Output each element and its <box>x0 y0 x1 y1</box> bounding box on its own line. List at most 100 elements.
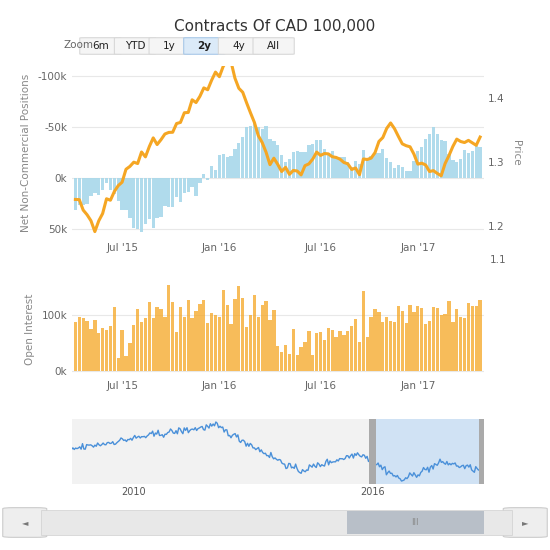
Bar <box>81 178 85 205</box>
Bar <box>311 145 315 178</box>
Bar <box>89 178 92 196</box>
Bar <box>179 307 182 371</box>
Bar <box>295 151 299 178</box>
Bar <box>105 331 108 371</box>
Bar <box>443 141 447 178</box>
Bar <box>393 322 396 371</box>
Bar <box>381 322 384 371</box>
Bar <box>74 178 77 210</box>
Bar <box>257 128 260 178</box>
Bar <box>409 170 412 178</box>
Bar <box>475 306 478 371</box>
Bar <box>85 321 89 371</box>
Bar <box>350 326 353 371</box>
Text: 1.1: 1.1 <box>490 255 506 265</box>
Bar <box>253 123 256 178</box>
FancyBboxPatch shape <box>149 38 190 54</box>
Bar <box>132 178 135 228</box>
Bar <box>78 317 81 371</box>
Bar <box>171 302 174 371</box>
Bar <box>265 125 268 178</box>
Bar <box>366 160 369 178</box>
Bar <box>358 164 361 178</box>
Bar <box>420 147 424 178</box>
Bar <box>97 178 101 195</box>
Bar <box>202 174 206 178</box>
Bar <box>120 178 124 210</box>
Bar <box>370 156 373 178</box>
Bar <box>385 317 388 371</box>
Bar <box>404 170 408 178</box>
Bar <box>214 315 217 371</box>
FancyBboxPatch shape <box>503 508 547 537</box>
Bar <box>117 359 120 371</box>
Bar <box>362 291 365 371</box>
Bar <box>78 178 81 205</box>
Bar <box>163 317 167 371</box>
Bar <box>428 134 431 178</box>
Bar <box>226 157 229 178</box>
Bar <box>272 141 276 178</box>
Text: YTD: YTD <box>125 41 145 51</box>
Bar <box>471 306 474 371</box>
Bar <box>479 419 486 484</box>
Bar <box>342 335 345 371</box>
Bar <box>171 178 174 207</box>
Bar <box>97 333 101 371</box>
Bar <box>369 419 376 484</box>
Bar <box>120 330 124 371</box>
Bar <box>261 129 264 178</box>
Bar <box>400 311 404 371</box>
Bar <box>214 170 217 178</box>
Bar <box>299 347 303 371</box>
Bar <box>459 317 463 371</box>
Bar <box>346 511 484 534</box>
Bar <box>373 153 377 178</box>
Bar <box>420 308 424 371</box>
Bar <box>101 178 104 190</box>
Bar <box>253 295 256 371</box>
Bar <box>436 309 439 371</box>
Bar <box>319 332 322 371</box>
Bar <box>346 162 349 178</box>
Bar <box>183 317 186 371</box>
Bar <box>222 290 225 371</box>
Bar <box>432 307 435 371</box>
Bar <box>459 158 463 178</box>
Bar <box>160 178 163 217</box>
Bar <box>167 285 170 371</box>
Bar <box>81 318 85 371</box>
Bar <box>136 309 139 371</box>
Text: Zoom: Zoom <box>63 40 94 51</box>
Bar <box>451 322 454 371</box>
Bar <box>342 157 345 178</box>
Text: ◄: ◄ <box>21 518 28 527</box>
Bar <box>295 355 299 371</box>
Bar <box>233 299 236 371</box>
Bar <box>241 298 244 371</box>
Bar <box>299 152 303 178</box>
Bar <box>105 178 108 183</box>
Bar <box>113 178 116 194</box>
Bar <box>304 342 307 371</box>
Bar <box>323 340 326 371</box>
Bar <box>280 352 283 371</box>
Bar <box>249 126 252 178</box>
Bar <box>416 306 420 371</box>
Bar <box>265 301 268 371</box>
Bar <box>93 178 96 192</box>
Bar <box>451 160 454 178</box>
Bar <box>393 168 396 178</box>
Bar <box>206 178 210 180</box>
Bar <box>323 149 326 178</box>
Text: ►: ► <box>522 518 529 527</box>
Bar <box>167 178 170 207</box>
Bar <box>346 331 349 371</box>
Bar <box>175 178 178 197</box>
Bar <box>424 324 427 371</box>
Bar <box>218 317 221 371</box>
Bar <box>144 317 147 371</box>
Bar <box>350 167 353 178</box>
Bar <box>373 419 483 484</box>
Bar <box>124 178 128 210</box>
